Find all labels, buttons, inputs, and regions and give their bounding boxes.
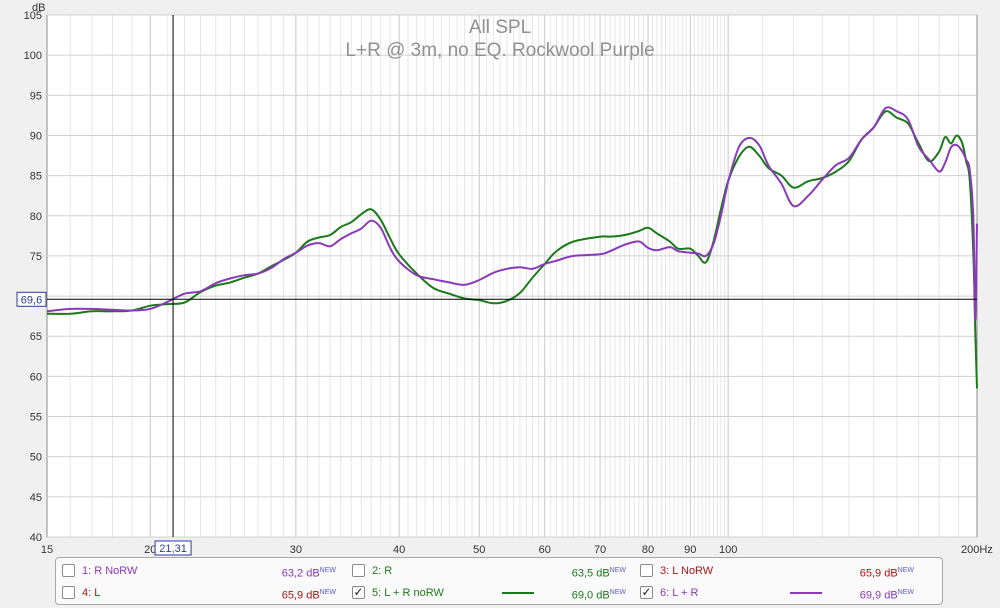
legend-value: 63,5 dBNEW: [571, 567, 626, 580]
cursor-layer[interactable]: 69,6 21,31: [16, 15, 977, 556]
x-tick-label: 80: [642, 544, 654, 556]
legend-new-badge: NEW: [319, 567, 336, 574]
legend-item[interactable]: 4: L 65,9 dBNEW: [62, 583, 352, 603]
legend-item[interactable]: 2: R 63,5 dBNEW: [352, 561, 642, 581]
x-tick-label: 100: [719, 544, 737, 556]
y-tick-label: 55: [30, 412, 42, 424]
x-tick-label: 40: [393, 544, 405, 556]
y-tick-label: 85: [30, 171, 42, 183]
y-tick-label: 105: [24, 10, 42, 22]
legend-item[interactable]: 3: L NoRW 65,9 dBNEW: [640, 561, 930, 581]
grid-lines: [47, 14, 977, 538]
legend-label: 2: R: [372, 565, 393, 577]
legend-new-badge: NEW: [609, 589, 626, 596]
legend-item[interactable]: ✓ 6: L + R 69,9 dBNEW: [640, 583, 930, 603]
legend-item[interactable]: 1: R NoRW 63,2 dBNEW: [62, 561, 352, 581]
legend-checkbox[interactable]: ✓: [352, 585, 365, 599]
series-layer: [46, 106, 978, 389]
legend-value: 69,9 dBNEW: [859, 589, 914, 602]
cursor-x-readout-box: [154, 540, 192, 556]
chart-title: All SPL: [469, 17, 531, 38]
legend-checkbox[interactable]: [640, 564, 653, 577]
legend-checkbox[interactable]: ✓: [640, 585, 653, 599]
legend-label: 5: L + R noRW: [372, 587, 444, 599]
x-tick-label: 15: [41, 544, 53, 556]
y-tick-label: 100: [24, 50, 42, 62]
y-axis-unit-label: dB: [32, 2, 45, 14]
y-tick-label: 60: [30, 371, 42, 383]
legend-new-badge: NEW: [609, 567, 626, 574]
plot-area[interactable]: [46, 14, 978, 538]
legend-line-swatch: [790, 592, 822, 594]
y-tick-label: 80: [30, 211, 42, 223]
x-tick-label: 60: [539, 544, 551, 556]
y-tick-label: 65: [30, 331, 42, 343]
legend-label: 3: L NoRW: [660, 565, 714, 577]
legend-value: 65,9 dBNEW: [281, 589, 336, 602]
legend-line-swatch: [502, 592, 534, 594]
y-tick-label: 75: [30, 251, 42, 263]
legend-value: 65,9 dBNEW: [859, 567, 914, 580]
y-tick-label: 90: [30, 130, 42, 142]
legend-new-badge: NEW: [897, 567, 914, 574]
legend-checkbox[interactable]: [352, 564, 365, 577]
x-tick-label: 200Hz: [961, 544, 993, 556]
cursor-y-readout: 69,6: [21, 294, 42, 306]
cursor-x-readout: 21,31: [159, 543, 187, 555]
x-tick-label: 90: [684, 544, 696, 556]
y-tick-label: 50: [30, 452, 42, 464]
y-tick-label: 40: [30, 532, 42, 544]
y-tick-label: 45: [30, 492, 42, 504]
y-tick-label: 95: [30, 90, 42, 102]
spl-chart: 40 45 50 55 60 65 70 75 80 85 90 95 100 105 15 20 30 40 50…: [16, 2, 993, 556]
legend-checkbox[interactable]: [62, 586, 75, 599]
legend-label: 1: R NoRW: [82, 565, 138, 577]
legend-value: 63,2 dBNEW: [281, 567, 336, 580]
legend-label: 4: L: [82, 587, 101, 599]
x-tick-label: 50: [473, 544, 485, 556]
legend-label: 6: L + R: [660, 587, 699, 599]
legend-item[interactable]: ✓ 5: L + R noRW 69,0 dBNEW: [352, 583, 642, 603]
legend-new-badge: NEW: [897, 589, 914, 596]
cursor-y-readout-box: [16, 291, 47, 307]
chart-subtitle: L+R @ 3m, no EQ. Rockwool Purple: [345, 40, 654, 61]
legend-panel: 1: R NoRW 63,2 dBNEW 2: R 63,5 dBNEW 3: L No…: [55, 557, 943, 605]
series-line-2: [46, 106, 978, 322]
x-tick-label: 20: [144, 544, 156, 556]
legend-value: 69,0 dBNEW: [571, 589, 626, 602]
x-tick-label: 30: [290, 544, 302, 556]
legend-new-badge: NEW: [319, 589, 336, 596]
series-line-1: [46, 110, 978, 389]
legend-checkbox[interactable]: [62, 564, 75, 577]
x-tick-label: 70: [594, 544, 606, 556]
